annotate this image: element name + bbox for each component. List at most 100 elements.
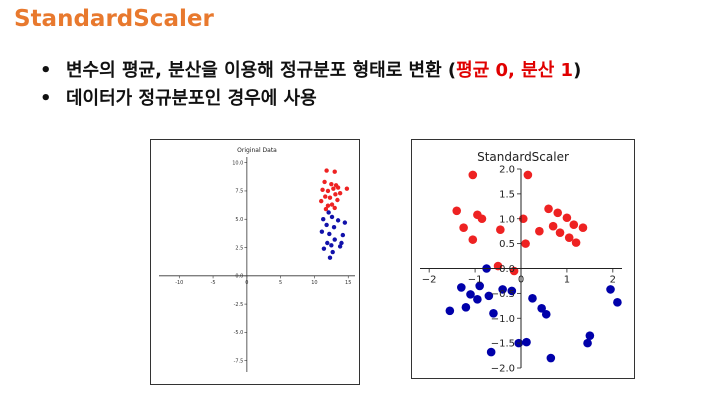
original-data-panel: Original Data -10 -5 0 5 10 15 -7.5 -5.0 -2.5 0.0 2… xyxy=(150,139,360,385)
data-point xyxy=(329,243,334,248)
data-point xyxy=(324,168,329,173)
data-point xyxy=(340,232,346,238)
data-point xyxy=(335,197,340,203)
data-point xyxy=(329,214,335,220)
x-tick-label: 15 xyxy=(345,280,351,286)
bullet-text: 데이터가 정규분포인 경우에 사용 xyxy=(66,88,317,109)
chart-title: Original Data xyxy=(237,147,277,154)
data-point xyxy=(457,283,466,292)
data-point xyxy=(337,244,343,249)
standardscaler-chart: StandardScaler −2 −1 0 1 2 −2.0 −1.5 −1.0 −0.5 0.0… xyxy=(420,150,622,375)
data-point xyxy=(461,303,471,312)
original-data-chart: Original Data -10 -5 0 5 10 15 -7.5 -5.0 -2.5 0.0 2… xyxy=(159,147,355,372)
slide-title: StandardScaler xyxy=(14,6,214,32)
data-point xyxy=(562,213,572,223)
data-point xyxy=(507,286,517,296)
data-point xyxy=(325,203,331,208)
data-point xyxy=(452,206,462,216)
data-point xyxy=(528,294,537,303)
data-point xyxy=(535,226,544,236)
data-point xyxy=(473,295,482,304)
data-point xyxy=(329,181,334,187)
data-point xyxy=(553,208,563,218)
data-point xyxy=(489,308,498,318)
data-point xyxy=(332,237,337,242)
data-point xyxy=(569,220,579,230)
y-tick-label: 7.5 xyxy=(235,189,243,195)
data-point xyxy=(342,220,348,225)
data-point xyxy=(339,240,344,246)
data-point xyxy=(468,170,478,180)
data-point xyxy=(325,240,330,246)
bullet-list: • 변수의 평균, 분산을 이용해 정규분포 형태로 변환 (평균 0, 분산 1… xyxy=(40,58,581,114)
y-tick-label: 0.5 xyxy=(499,239,515,250)
data-point xyxy=(571,238,581,247)
data-point xyxy=(324,222,329,228)
y-tick-label: -2.5 xyxy=(234,302,244,308)
data-point xyxy=(327,255,333,260)
data-point xyxy=(329,202,335,207)
data-point xyxy=(606,285,615,294)
data-point xyxy=(332,169,337,174)
data-point xyxy=(445,306,455,316)
data-point xyxy=(484,291,494,301)
data-point xyxy=(496,225,505,234)
data-point xyxy=(319,229,325,234)
y-tick-label: 0.0 xyxy=(235,274,243,280)
data-point xyxy=(344,186,350,191)
y-tick-label: 1.0 xyxy=(499,214,515,225)
data-point xyxy=(320,187,325,193)
y-tick-label: -5.0 xyxy=(234,330,244,336)
data-point xyxy=(331,224,337,230)
bullet-item: • 변수의 평균, 분산을 이용해 정규분포 형태로 변환 (평균 0, 분산 1… xyxy=(40,58,581,86)
y-tick-label: 5.0 xyxy=(235,217,243,223)
data-point xyxy=(537,304,546,313)
data-point xyxy=(325,188,331,194)
data-point xyxy=(585,331,595,340)
y-tick-label: −2.0 xyxy=(491,364,515,375)
data-point xyxy=(541,309,551,319)
x-tick-label: 10 xyxy=(311,280,317,286)
x-tick-label: 1 xyxy=(564,275,570,286)
bullet-suffix: ) xyxy=(573,60,582,81)
bullet-dot: • xyxy=(40,88,52,109)
standardscaler-panel: StandardScaler −2 −1 0 1 2 −2.0 −1.5 −1.0 −0.5 0.0… xyxy=(411,139,635,379)
data-point xyxy=(548,221,558,231)
bullet-dot: • xyxy=(40,60,52,81)
bullet-text: 변수의 평균, 분산을 이용해 정규분포 형태로 변환 ( xyxy=(66,60,457,81)
data-point xyxy=(475,281,484,291)
y-tick-label: 2.5 xyxy=(235,245,243,251)
data-point xyxy=(522,337,531,347)
data-point xyxy=(322,179,327,185)
y-tick-label: −1.5 xyxy=(491,339,515,350)
y-tick-label: 2.0 xyxy=(499,165,515,176)
x-tick-label: −1 xyxy=(468,275,483,286)
data-point xyxy=(498,285,507,294)
data-point xyxy=(477,214,487,224)
chart-title: StandardScaler xyxy=(477,150,569,164)
data-point xyxy=(323,194,328,199)
data-point xyxy=(466,290,475,299)
data-point xyxy=(327,231,332,237)
y-tick-label: -7.5 xyxy=(234,358,244,364)
x-tick-label: 2 xyxy=(610,275,616,286)
y-tick-label: −0.5 xyxy=(491,289,515,300)
data-point xyxy=(578,223,588,233)
data-point xyxy=(523,170,533,180)
x-tick-label: -5 xyxy=(211,280,216,286)
y-tick-label: 1.5 xyxy=(499,189,515,200)
x-tick-label: −2 xyxy=(422,275,437,286)
data-point xyxy=(319,198,324,204)
data-point xyxy=(327,195,333,200)
data-point xyxy=(337,191,343,196)
x-tick-label: 5 xyxy=(279,280,282,286)
data-point xyxy=(335,218,341,223)
data-point xyxy=(331,186,336,191)
data-point xyxy=(583,338,592,348)
data-point xyxy=(468,235,478,244)
data-point xyxy=(486,347,496,357)
data-point xyxy=(321,217,326,222)
data-point xyxy=(326,210,331,215)
data-point xyxy=(544,204,553,214)
bullet-highlight: 평균 0, 분산 1 xyxy=(456,60,574,81)
